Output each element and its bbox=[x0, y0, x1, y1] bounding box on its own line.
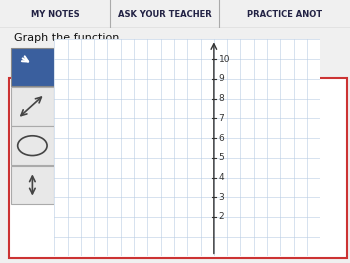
FancyBboxPatch shape bbox=[9, 78, 346, 258]
Text: 8: 8 bbox=[218, 94, 224, 103]
Text: 7: 7 bbox=[218, 114, 224, 123]
FancyBboxPatch shape bbox=[10, 165, 54, 204]
Text: 2: 2 bbox=[218, 213, 224, 221]
FancyBboxPatch shape bbox=[10, 87, 54, 126]
FancyBboxPatch shape bbox=[10, 126, 54, 165]
Text: $f(x) = \dfrac{3}{4}x - 4$: $f(x) = \dfrac{3}{4}x - 4$ bbox=[90, 57, 176, 85]
Text: ASK YOUR TEACHER: ASK YOUR TEACHER bbox=[118, 10, 211, 19]
Text: 3: 3 bbox=[218, 193, 224, 202]
Text: 9: 9 bbox=[218, 74, 224, 83]
Text: Graph the function.: Graph the function. bbox=[14, 33, 123, 43]
Text: 5: 5 bbox=[218, 153, 224, 162]
Text: MY NOTES: MY NOTES bbox=[31, 10, 79, 19]
FancyBboxPatch shape bbox=[10, 48, 54, 87]
Text: 6: 6 bbox=[218, 134, 224, 143]
Text: 10: 10 bbox=[218, 55, 230, 64]
Text: PRACTICE ANOT: PRACTICE ANOT bbox=[247, 10, 322, 19]
Text: 4: 4 bbox=[218, 173, 224, 182]
